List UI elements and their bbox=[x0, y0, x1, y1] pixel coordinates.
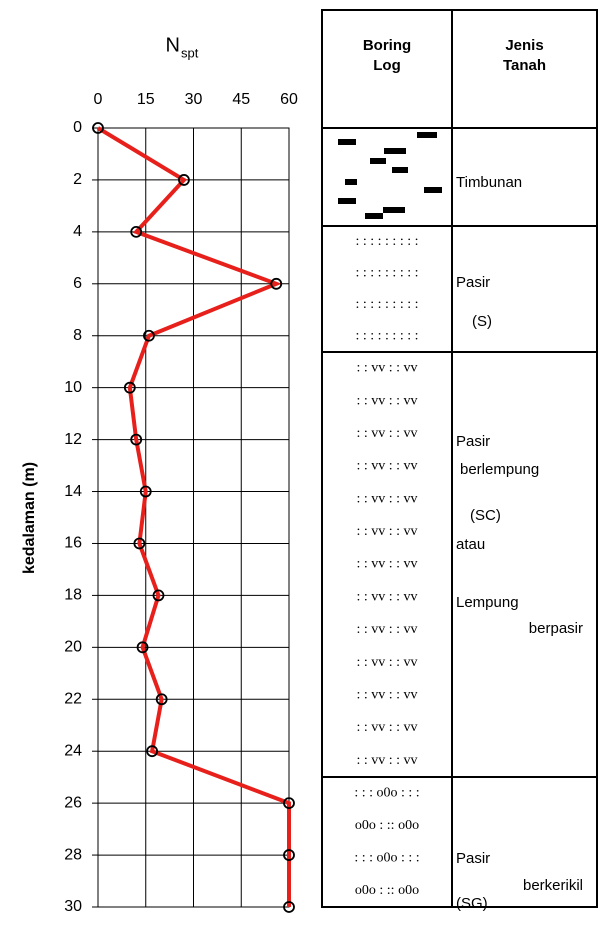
x-tick-label: 0 bbox=[94, 91, 103, 108]
soil-pattern: : : vv : : vv bbox=[356, 459, 417, 474]
soil-pattern: o0o : :: o0o bbox=[355, 818, 419, 833]
x-axis-label: N bbox=[166, 34, 180, 56]
soil-pattern: : : vv : : vv bbox=[356, 393, 417, 408]
soil-name: (S) bbox=[472, 313, 492, 330]
soil-pattern: : : : : : : : : : bbox=[355, 328, 418, 343]
point bbox=[283, 901, 295, 913]
point bbox=[143, 329, 155, 342]
soil-pattern: : : : o0o : : : bbox=[354, 785, 419, 800]
soil-pattern: : : : : : : : : : bbox=[355, 234, 418, 249]
soil-name: berlempung bbox=[460, 461, 539, 478]
point bbox=[152, 589, 165, 602]
x-tick-label: 15 bbox=[137, 91, 155, 108]
soil-pattern: : : : : : : : : : bbox=[355, 297, 418, 312]
point bbox=[155, 693, 168, 706]
soil-pattern: : : vv : : vv bbox=[356, 589, 417, 604]
soil-name: Pasir bbox=[456, 433, 490, 450]
soil-name: berkerikil bbox=[523, 877, 583, 894]
table-frame bbox=[321, 9, 598, 908]
soil-pattern: : : vv : : vv bbox=[356, 655, 417, 670]
y-tick-label: 10 bbox=[64, 379, 82, 396]
soil-pattern: : : vv : : vv bbox=[356, 622, 417, 637]
soil-name: (SC) bbox=[470, 507, 501, 524]
y-tick-label: 4 bbox=[73, 223, 82, 240]
table-header: Tanah bbox=[503, 57, 546, 74]
nspt-line bbox=[96, 126, 291, 907]
point bbox=[130, 433, 143, 446]
y-tick-label: 18 bbox=[64, 587, 82, 604]
soil-name: Timbunan bbox=[456, 174, 522, 191]
soil-name: Lempung bbox=[456, 594, 519, 611]
soil-pattern: : : vv : : vv bbox=[356, 361, 417, 376]
table-header: Jenis bbox=[505, 37, 543, 54]
soil-name: berpasir bbox=[529, 620, 583, 637]
y-tick-label: 22 bbox=[64, 690, 82, 707]
soil-pattern: : : vv : : vv bbox=[356, 720, 417, 735]
table-header: Log bbox=[373, 57, 401, 74]
x-tick-label: 30 bbox=[185, 91, 203, 108]
y-tick-label: 24 bbox=[64, 742, 82, 759]
y-tick-label: 2 bbox=[73, 171, 82, 188]
point bbox=[92, 122, 104, 134]
soil-pattern: : : vv : : vv bbox=[356, 426, 417, 441]
soil-pattern: : : : : : : : : : bbox=[355, 265, 418, 280]
point bbox=[178, 174, 190, 186]
point bbox=[136, 641, 149, 654]
table-header: Boring bbox=[363, 37, 411, 54]
point bbox=[130, 225, 143, 238]
x-axis-label-sub: spt bbox=[181, 45, 199, 60]
timbunan-hatch bbox=[338, 132, 442, 219]
y-tick-label: 14 bbox=[64, 483, 82, 500]
soil-pattern: : : vv : : vv bbox=[356, 687, 417, 702]
soil-pattern: : : vv : : vv bbox=[356, 524, 417, 539]
soil-pattern: o0o : :: o0o bbox=[355, 883, 419, 898]
soil-name: Pasir bbox=[456, 850, 490, 867]
point bbox=[123, 381, 136, 394]
y-tick-label: 8 bbox=[73, 327, 82, 344]
soil-pattern: : : vv : : vv bbox=[356, 753, 417, 768]
y-axis-label: kedalaman (m) bbox=[21, 462, 38, 574]
y-tick-label: 28 bbox=[64, 846, 82, 863]
y-tick-label: 30 bbox=[64, 898, 82, 915]
soil-name: Pasir bbox=[456, 274, 490, 291]
y-tick-label: 6 bbox=[73, 275, 82, 292]
x-tick-label: 60 bbox=[280, 91, 298, 108]
y-tick-label: 26 bbox=[64, 794, 82, 811]
point bbox=[133, 537, 146, 550]
y-tick-label: 12 bbox=[64, 431, 82, 448]
point bbox=[283, 797, 295, 810]
point bbox=[139, 485, 152, 498]
soil-name: (SG) bbox=[456, 895, 488, 912]
point bbox=[146, 745, 159, 758]
point bbox=[270, 277, 283, 290]
soil-pattern: : : : o0o : : : bbox=[354, 850, 419, 865]
x-tick-label: 45 bbox=[232, 91, 250, 108]
soil-pattern: : : vv : : vv bbox=[356, 491, 417, 506]
soil-pattern: : : vv : : vv bbox=[356, 557, 417, 572]
plot-frame bbox=[97, 127, 290, 908]
point bbox=[283, 849, 295, 861]
y-tick-label: 16 bbox=[64, 535, 82, 552]
soil-name: atau bbox=[456, 536, 485, 553]
y-tick-label: 20 bbox=[64, 639, 82, 656]
y-tick-label: 0 bbox=[73, 119, 82, 136]
